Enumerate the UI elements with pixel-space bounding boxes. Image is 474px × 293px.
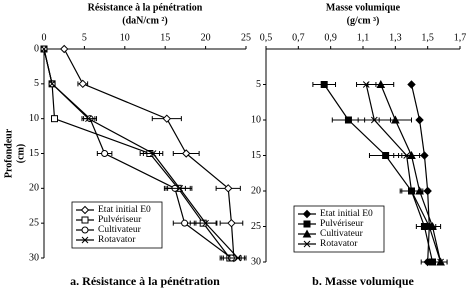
y-tick-label: 15 [251,150,261,161]
y-tick-label: 10 [29,113,39,124]
marker [85,115,92,123]
marker [362,81,370,88]
y-axis-unit: (cm) [15,144,26,163]
legend-label: Cultivateur [98,225,142,235]
marker [202,219,209,227]
legend-label: Pulvériseur [320,219,364,229]
marker [101,150,109,157]
legend-marker [303,240,311,248]
marker [320,81,328,88]
series-line [410,84,430,263]
chart-subtitle: (daN/cm ²) [122,15,168,26]
legend-marker [302,209,312,219]
y-tick-label: 0 [34,43,39,54]
x-tick-label: 1,1 [357,32,370,43]
series-line [380,84,442,263]
y-tick-label: 5 [256,79,261,90]
marker [407,80,416,89]
x-tick-label: 0,9 [324,32,337,43]
chart-title: Résistance à la pénétration [88,2,203,13]
legend-marker [81,226,89,234]
marker [51,115,59,123]
legend-label: Etat initial E0 [320,209,373,219]
y-tick-label: 10 [251,114,261,125]
x-tick-label: 0 [42,32,47,43]
series-line [365,84,442,263]
marker [425,223,433,230]
legend-marker [80,205,90,215]
y-tick-label: 20 [29,183,39,194]
marker [403,152,411,159]
legend-marker [81,216,89,224]
y-tick-label: 30 [251,256,261,267]
x-tick-label: 10 [120,32,130,43]
marker [234,254,242,262]
x-tick-label: 15 [160,32,170,43]
x-tick-label: 0,5 [260,32,273,43]
x-tick-label: 25 [241,32,251,43]
marker [48,80,56,88]
series-line [323,84,434,263]
marker [78,79,87,89]
marker [162,114,172,123]
chart-title: Masse volumique [326,2,401,13]
caption: b. Masse volumique [312,274,414,288]
y-tick-label: 5 [34,78,39,89]
x-tick-label: 1,7 [454,32,467,43]
legend-label: Pulvériseur [98,215,142,225]
y-tick-label: 25 [29,217,39,228]
marker [40,45,48,53]
x-tick-label: 20 [201,32,211,43]
legend-marker [302,229,312,238]
marker [59,44,69,54]
y-tick-label: 30 [29,252,39,263]
marker [176,184,184,192]
marker [437,258,444,266]
y-tick-label: 15 [29,148,39,159]
legend-label: Rotavator [320,239,358,249]
marker [182,149,191,158]
legend-marker [81,236,89,244]
marker [382,152,390,159]
marker [227,218,236,228]
marker [224,184,233,193]
y-axis-label: Profondeur [3,128,14,178]
chart-subtitle: (g/cm ³) [347,15,380,26]
marker [415,115,424,125]
marker [181,219,189,227]
y-tick-label: 25 [251,221,261,232]
legend-label: Cultivateur [320,229,364,239]
y-tick-label: 20 [251,185,261,196]
legend-marker [303,220,311,228]
marker [149,150,157,157]
caption: a. Résistance à la pénétration [70,274,220,288]
marker [370,116,378,124]
x-tick-label: 1,3 [389,32,402,43]
marker [344,116,352,124]
marker [408,187,415,195]
legend-label: Etat initial E0 [98,205,151,215]
x-tick-label: 1,5 [421,32,434,43]
x-tick-label: 0,7 [292,32,305,43]
marker [376,79,386,88]
marker [390,115,400,124]
x-tick-label: 5 [82,32,87,43]
legend-label: Rotavator [98,235,136,245]
